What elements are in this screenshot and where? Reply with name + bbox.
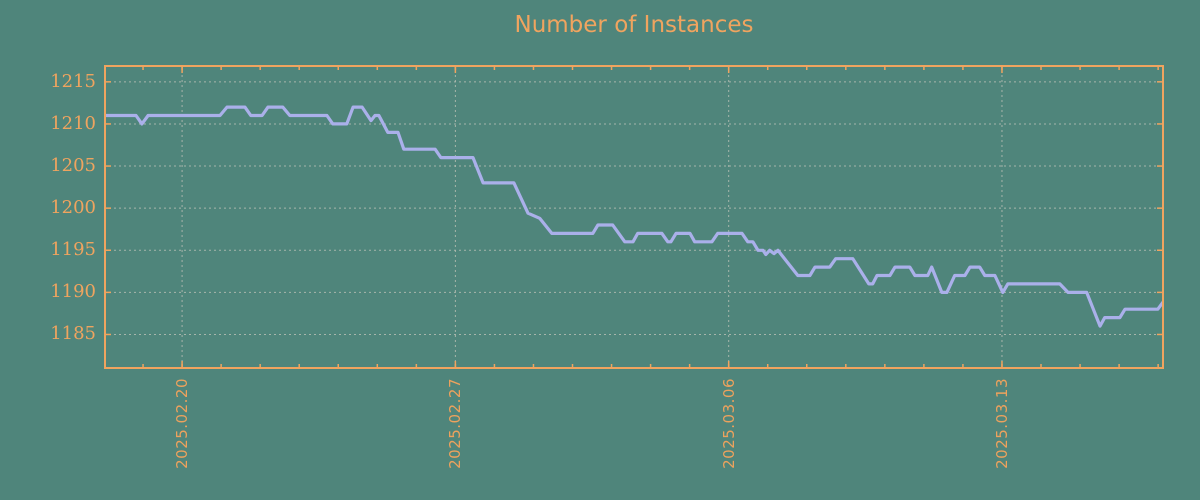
x-axis-tick-label: 2025.03.06 [719,378,738,469]
x-axis-tick-label: 2025.02.20 [173,378,192,469]
x-axis-tick-label: 2025.02.27 [446,378,465,469]
y-axis-tick-label: 1215 [50,70,96,92]
plot-canvas [104,65,1164,369]
x-axis-tick-label: 2025.03.13 [992,378,1011,469]
y-axis-tick-label: 1190 [50,281,96,303]
y-axis-tick-label: 1185 [50,323,96,345]
plot-area [104,65,1164,369]
y-axis-tick-label: 1205 [50,155,96,177]
chart-line [104,105,1164,328]
chart-title: Number of Instances [514,12,754,38]
y-axis-tick-label: 1200 [50,197,96,219]
y-axis-tick-label: 1195 [50,239,96,261]
plot-border [104,65,1164,369]
y-axis-tick-label: 1210 [50,112,96,134]
